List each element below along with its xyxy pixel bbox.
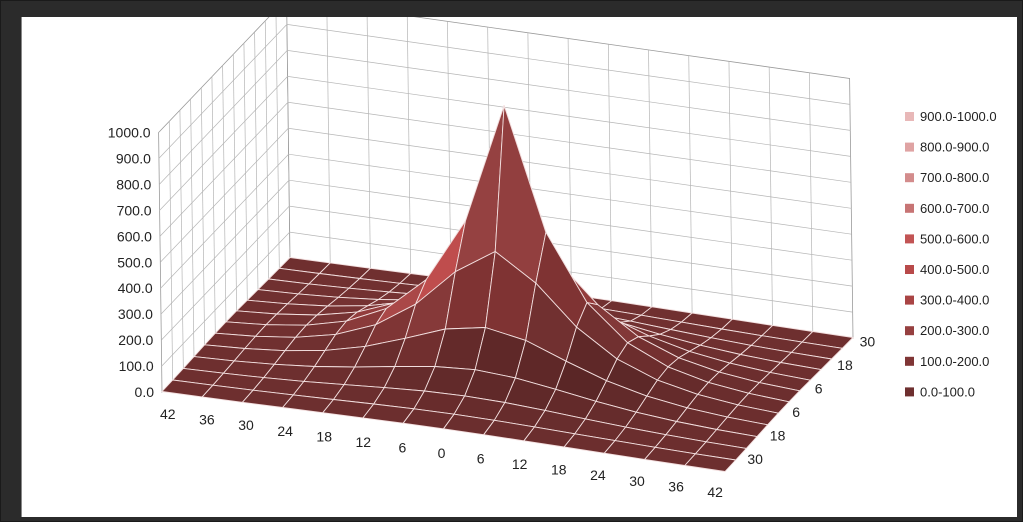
legend-label: 500.0-600.0 (920, 231, 989, 246)
z-tick-label: 700.0 (117, 202, 152, 218)
gridline-vertical (728, 61, 733, 321)
surface-chart: 0.0 100.0 200.0 300.0 400.0 500.0 600.0 700.0 80… (108, 17, 997, 500)
x-tick-label: 18 (316, 428, 332, 444)
gridline-vertical (688, 55, 693, 316)
legend-swatch (905, 356, 914, 366)
z-tick-label: 500.0 (117, 254, 152, 270)
x-tick-label: 24 (277, 423, 293, 439)
legend-swatch (905, 387, 914, 397)
gridline-vertical (200, 87, 206, 348)
legend-swatch (905, 112, 914, 121)
x-tick-label: 36 (668, 478, 684, 494)
z-axis: 0.0 100.0 200.0 300.0 400.0 500.0 600.0 700.0 80… (108, 125, 154, 401)
gridline-vertical (366, 17, 371, 270)
gridline-vertical (768, 67, 773, 327)
gridline-vertical (179, 110, 184, 370)
gridline-vertical (447, 21, 452, 281)
z-tick-label: 900.0 (116, 150, 151, 166)
x-tick-label: 6 (399, 439, 407, 455)
x-tick-label: 30 (238, 417, 254, 433)
y-tick-label: 6 (792, 404, 800, 420)
legend-label: 700.0-800.0 (920, 170, 989, 185)
x-tick-label: 18 (551, 462, 567, 478)
legend-label: 200.0-300.0 (920, 323, 989, 338)
gridline-vertical (275, 17, 280, 270)
gridline-vertical (809, 72, 814, 333)
legend-swatch (905, 295, 914, 305)
y-axis: 30 18 66 18 30 (747, 334, 875, 468)
legend-label: 100.0-200.0 (920, 354, 989, 369)
z-tick-label: 1000.0 (108, 125, 151, 141)
chart-legend: 900.0-1000.0 800.0-900.0 700.0-800.0 600.0-… (905, 109, 997, 399)
legend-label: 300.0-400.0 (920, 293, 989, 308)
x-tick-label: 6 (477, 451, 485, 467)
chart-area: 0.0 100.0 200.0 300.0 400.0 500.0 600.0 700.0 80… (21, 17, 1017, 517)
y-tick-label: 18 (770, 428, 786, 444)
y-tick-label: 6 (815, 381, 823, 397)
x-tick-label: 42 (160, 406, 176, 422)
legend-swatch (905, 265, 914, 274)
x-tick-label: 0 (438, 445, 446, 461)
legend-swatch (905, 326, 914, 336)
legend-swatch (905, 142, 914, 152)
z-tick-label: 200.0 (118, 332, 153, 348)
y-tick-label: 30 (860, 334, 876, 350)
y-tick-label: 18 (837, 357, 853, 373)
x-axis: 42 36 30 24 18 12 6 0 6 12 18 24 30 36 42 (160, 406, 723, 500)
chart-walls (158, 17, 854, 393)
gridline-vertical (243, 43, 248, 303)
gridline-vertical (211, 76, 216, 337)
gridline-vertical (190, 98, 195, 359)
gridline-vertical (607, 44, 613, 304)
x-tick-label: 24 (590, 467, 606, 483)
legend-label: 600.0-700.0 (920, 201, 989, 216)
legend-swatch (905, 203, 914, 213)
z-tick-label: 300.0 (118, 306, 153, 322)
z-tick-label: 100.0 (119, 358, 154, 374)
legend-swatch (905, 234, 914, 244)
legend-label: 400.0-500.0 (920, 262, 989, 277)
legend-label: 900.0-1000.0 (920, 109, 997, 124)
x-tick-label: 12 (356, 434, 372, 450)
z-tick-label: 800.0 (116, 176, 151, 192)
gridline-vertical (648, 49, 653, 310)
surface-cell (684, 453, 737, 472)
gridline-vertical (222, 65, 227, 326)
x-tick-label: 30 (629, 473, 645, 489)
x-tick-label: 12 (512, 456, 528, 472)
gridline-vertical (254, 31, 259, 292)
x-tick-label: 36 (199, 412, 215, 428)
x-tick-label: 42 (707, 484, 723, 500)
legend-label: 0.0-100.0 (920, 384, 975, 399)
gridline-vertical (264, 20, 270, 281)
gridline-vertical (326, 17, 331, 264)
surface-mesh (161, 105, 854, 472)
legend-label: 800.0-900.0 (920, 140, 989, 155)
gridline-vertical (232, 54, 238, 314)
gridline-vertical (406, 17, 411, 276)
z-tick-label: 600.0 (117, 228, 152, 244)
y-tick-label: 30 (747, 451, 763, 467)
z-tick-label: 0.0 (135, 384, 155, 400)
gridline-vertical (168, 121, 174, 381)
legend-swatch (905, 173, 914, 183)
z-tick-label: 400.0 (118, 280, 153, 296)
gridline-vertical (567, 38, 572, 299)
